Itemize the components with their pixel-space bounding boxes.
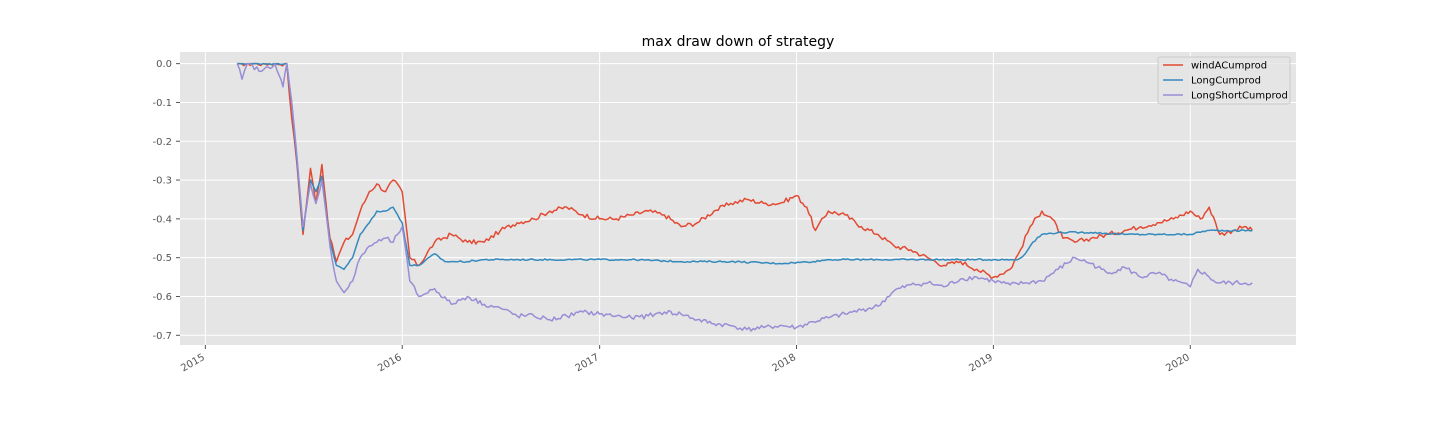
legend-label: windACumprod [1191, 61, 1267, 72]
legend-label: LongShortCumprod [1191, 91, 1288, 102]
y-tick-label: -0.7 [152, 331, 172, 342]
y-tick-label: -0.4 [152, 214, 172, 225]
chart-title: max draw down of strategy [642, 34, 835, 50]
grid [180, 52, 1296, 345]
y-tick-label: -0.2 [152, 137, 172, 148]
legend-label: LongCumprod [1191, 76, 1261, 87]
y-tick-label: -0.1 [152, 98, 172, 109]
series-line-LongShortCumprod [236, 62, 1253, 332]
legend-box [1157, 56, 1291, 105]
plot-area [180, 52, 1296, 345]
series-line-windACumprod [237, 62, 1253, 280]
series-line-LongCumprod [237, 62, 1253, 271]
legend: windACumprod LongCumprod LongShortCumprod [1157, 56, 1291, 105]
y-tick-label: -0.5 [152, 253, 172, 264]
y-tick-label: -0.3 [152, 176, 172, 187]
series-layer [236, 62, 1253, 332]
y-tick-label: 0.0 [156, 59, 172, 70]
y-tick-label: -0.6 [152, 292, 172, 303]
